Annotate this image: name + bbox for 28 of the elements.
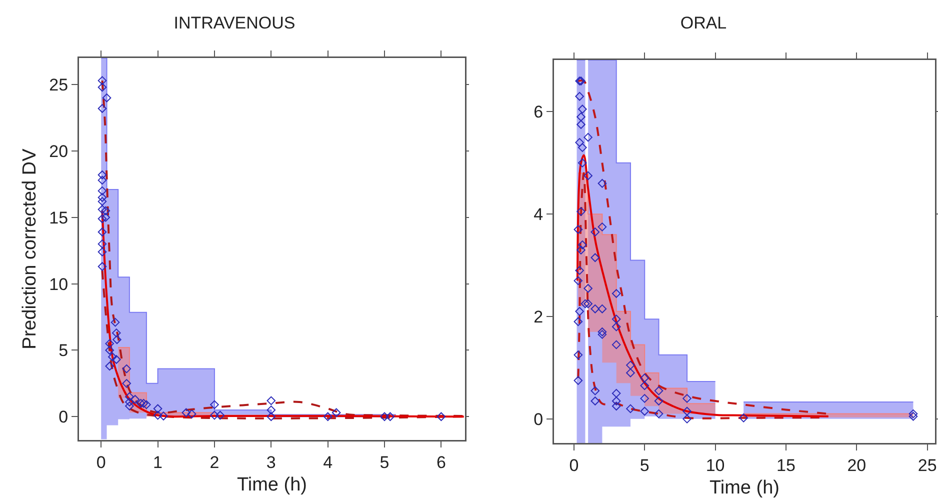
chart-title: ORAL: [680, 14, 727, 33]
x-tick-label: 25: [918, 456, 937, 475]
x-tick-label: 5: [380, 452, 390, 472]
y-tick-label: 5: [58, 341, 68, 360]
x-axis-title: Time (h): [709, 477, 780, 498]
x-tick-label: 10: [706, 456, 725, 475]
y-tick-label: 25: [49, 76, 68, 95]
x-axis-title: Time (h): [236, 474, 308, 496]
y-tick-label: 0: [534, 410, 544, 429]
y-tick-label: 2: [534, 307, 544, 326]
x-tick-label: 20: [847, 456, 866, 475]
y-tick-label: 4: [534, 205, 544, 224]
x-tick-label: 1: [153, 452, 163, 472]
x-tick-label: 5: [640, 456, 650, 475]
x-tick-label: 3: [266, 452, 276, 472]
chart-title: INTRAVENOUS: [174, 14, 296, 33]
y-tick-label: 6: [534, 102, 544, 122]
y-tick-label: 20: [49, 142, 68, 161]
x-tick-label: 6: [436, 452, 446, 472]
x-tick-label: 4: [323, 452, 333, 472]
x-tick-label: 2: [210, 452, 220, 472]
y-tick-label: 15: [49, 208, 68, 228]
y-tick-label: 0: [58, 408, 68, 427]
y-tick-label: 10: [49, 274, 68, 294]
x-tick-label: 0: [569, 456, 579, 475]
y-axis-title: Prediction corrected DV: [19, 148, 40, 350]
x-tick-label: 15: [776, 456, 796, 475]
x-tick-label: 0: [96, 452, 106, 472]
